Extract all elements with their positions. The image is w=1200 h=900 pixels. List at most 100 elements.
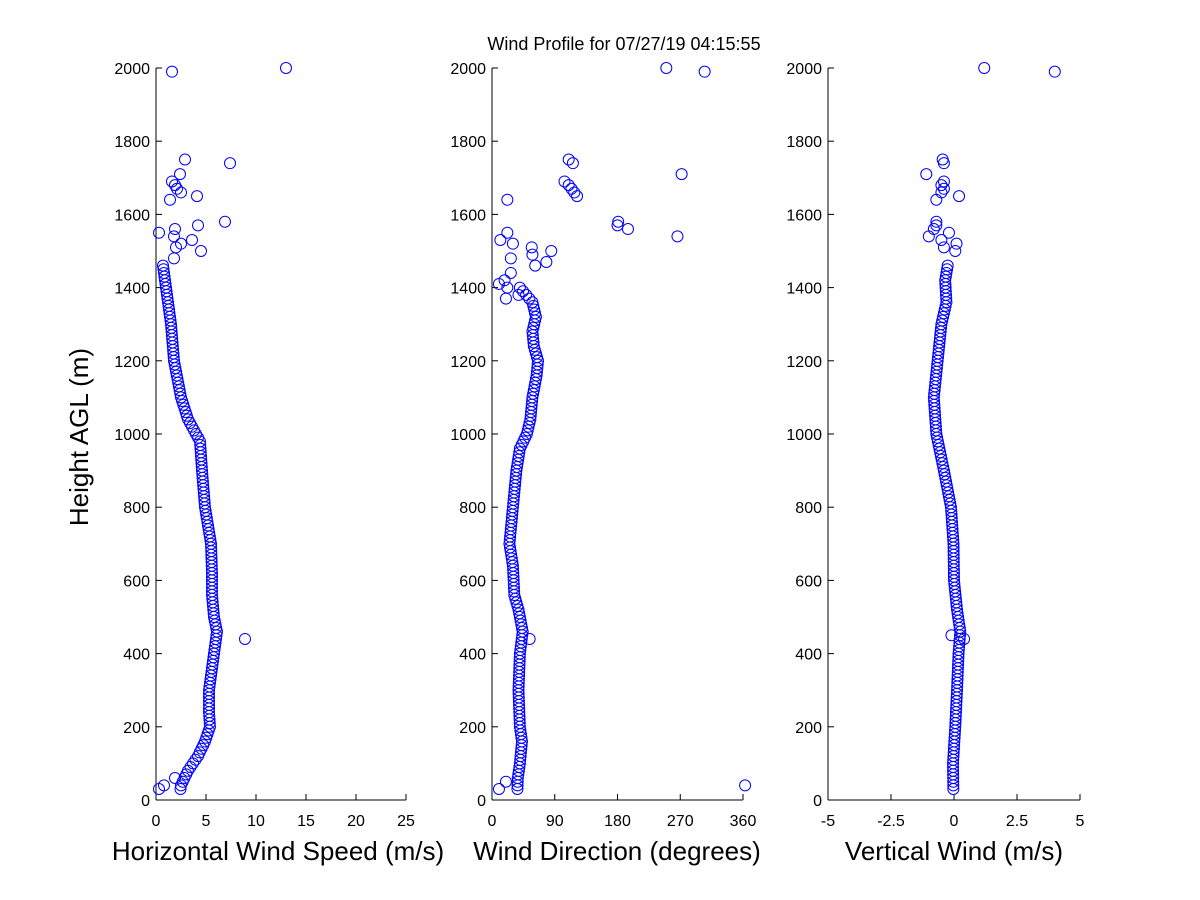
data-point [612,215,625,228]
data-point [937,241,950,254]
data-point [191,190,203,203]
x-tick-label: 10 [247,813,265,830]
y-tick-label: 1800 [450,134,486,151]
y-tick-label: 1400 [450,281,486,298]
data-point [174,168,186,181]
data-point [935,179,948,192]
vertical-wind-panel: 0 200 400 600 800 1000 1200 1400 1600 1800 2000 -5 -… [786,61,1084,866]
data-point [504,266,517,279]
data-point [501,226,514,239]
y-tick-label: 1000 [786,427,822,444]
x-axis-label: Wind Direction (degrees) [473,836,761,866]
x-axis-label: Vertical Wind (m/s) [845,836,1063,866]
data-point [153,226,165,239]
data-point [157,263,170,276]
data-point [501,193,514,206]
data-point [280,62,292,74]
y-tick-label: 1800 [786,134,822,151]
data-point [978,62,991,74]
data-point [168,230,180,243]
data-point [501,281,514,294]
y-tick-label: 1800 [114,134,150,151]
y-tick-label: 1000 [114,427,150,444]
data-point [166,175,178,188]
x-tick-label: 90 [546,813,564,830]
data-point [179,153,191,166]
data-point [540,255,553,268]
y-tick-label: 2000 [114,61,150,78]
y-tick-label: 1600 [450,207,486,224]
data-point [158,779,170,792]
chart-title: Wind Profile for 07/27/19 04:15:55 [487,34,760,54]
data-point [935,186,948,199]
data-point [239,632,251,645]
x-tick-label: 0 [488,813,497,830]
x-tick-label: 180 [604,813,631,830]
horizontal-wind-speed-panel: 0 200 400 600 800 1000 1200 1400 1600 1800 2000 0 5 1… [112,61,444,866]
data-point [512,449,525,462]
x-tick-label: 20 [347,813,365,830]
data-point [675,168,688,181]
data-point [739,779,752,792]
y-tick-label: 200 [123,720,150,737]
data-point [498,274,511,287]
data-point [941,259,954,272]
data-point [192,219,204,232]
wind-direction-panel: 0 200 400 600 800 1000 1200 1400 1600 1800 2000 0 90… [450,61,760,866]
data-point [219,215,231,228]
y-tick-label: 2000 [786,61,822,78]
data-point [949,245,962,257]
x-tick-label: 360 [730,813,757,830]
data-point [937,175,950,188]
data-point [930,215,943,228]
x-tick-label: 5 [202,813,211,830]
data-point [166,65,178,78]
y-tick-label: 600 [459,573,486,590]
data-point [945,629,958,642]
y-tick-label: 0 [141,793,150,810]
data-point [611,219,624,232]
data-point [195,245,207,257]
data-point [526,296,539,309]
data-point [920,168,933,181]
y-tick-label: 0 [813,793,822,810]
data-point [953,190,966,203]
data-point [621,223,634,236]
data-point [937,182,950,195]
x-axis-label: Horizontal Wind Speed (m/s) [112,836,444,866]
data-point [526,248,539,261]
data-point [562,153,575,166]
y-tick-label: 800 [795,500,822,517]
y-tick-label: 1200 [114,354,150,371]
y-tick-label: 0 [477,793,486,810]
y-tick-label: 1600 [786,207,822,224]
data-point [671,230,684,243]
data-point [525,241,538,254]
data-point [942,226,955,239]
data-point [175,186,187,199]
data-point [523,292,536,305]
data-point [927,223,940,236]
data-point [562,179,575,192]
x-tick-label: -2.5 [877,813,905,830]
data-point [194,438,207,451]
data-point [504,252,517,265]
y-tick-label: 1400 [786,281,822,298]
y-tick-label: 1600 [114,207,150,224]
data-point [566,157,579,170]
y-tick-label: 400 [123,647,150,664]
y-axis-label: Height AGL (m) [64,348,94,526]
y-tick-label: 1000 [450,427,486,444]
data-point [169,772,181,785]
x-tick-label: 270 [667,813,694,830]
data-point [157,259,169,272]
data-point [936,153,949,166]
data-point [660,62,673,74]
data-point [492,783,505,796]
y-tick-label: 1400 [114,281,150,298]
data-point [499,775,512,788]
data-point [512,288,525,301]
data-point [158,266,170,279]
